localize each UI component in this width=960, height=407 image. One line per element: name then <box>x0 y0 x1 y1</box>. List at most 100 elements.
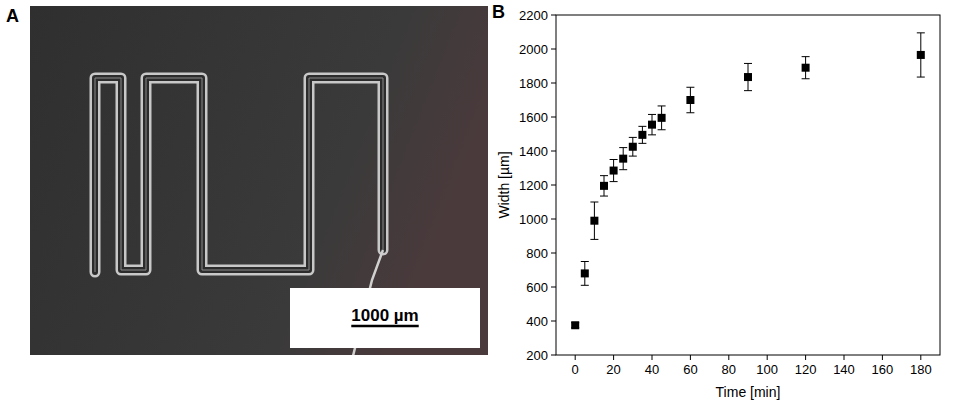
data-point <box>619 155 627 163</box>
x-tick-label: 80 <box>722 362 736 377</box>
y-axis-title: Width [µm] <box>496 151 512 218</box>
y-tick <box>551 15 556 16</box>
photo-background <box>30 6 488 355</box>
data-point <box>590 217 598 225</box>
data-point <box>571 321 579 329</box>
error-bar <box>610 160 618 182</box>
error-bar <box>744 63 752 90</box>
data-group <box>571 33 925 329</box>
x-tick <box>805 355 806 360</box>
y-tick-label: 400 <box>526 314 548 329</box>
y-tick-label: 600 <box>526 280 548 295</box>
x-tick-label: 140 <box>833 362 855 377</box>
error-bar <box>590 202 598 239</box>
plot-frame <box>556 15 940 355</box>
data-point <box>648 121 656 129</box>
error-bar-cap <box>629 156 637 157</box>
x-tick-label: 20 <box>606 362 620 377</box>
error-bar-cap <box>658 105 666 106</box>
data-point <box>610 167 618 175</box>
error-bar-cap <box>744 63 752 64</box>
error-bar <box>638 126 646 143</box>
x-tick <box>767 355 768 360</box>
error-bar-cap <box>658 129 666 130</box>
y-tick <box>551 151 556 152</box>
error-bar <box>629 137 637 156</box>
y-tick <box>551 185 556 186</box>
panel-label: B <box>492 2 505 22</box>
error-bar-cap <box>686 87 694 88</box>
y-tick-label: 800 <box>526 246 548 261</box>
data-point <box>629 143 637 151</box>
y-tick-label: 1200 <box>519 178 548 193</box>
x-tick <box>728 355 729 360</box>
y-tick <box>551 219 556 220</box>
y-tick <box>551 321 556 322</box>
y-tick-label: 1800 <box>519 76 548 91</box>
x-tick-label: 160 <box>872 362 894 377</box>
error-bar-cap <box>917 32 925 33</box>
y-tick-label: 2200 <box>519 8 548 23</box>
scale-bar-label: 1000 µm <box>351 306 418 325</box>
error-bar-cap <box>581 261 589 262</box>
error-bar-cap <box>648 114 656 115</box>
error-bar-cap <box>590 239 598 240</box>
y-tick <box>551 49 556 50</box>
error-bar-cap <box>638 143 646 144</box>
error-bar-cap <box>610 181 618 182</box>
data-point <box>686 96 694 104</box>
data-point <box>802 64 810 72</box>
data-point <box>638 131 646 139</box>
x-tick-label: 60 <box>683 362 697 377</box>
x-tick <box>920 355 921 360</box>
error-bar <box>648 114 656 134</box>
scale-bar <box>351 325 418 328</box>
x-tick <box>690 355 691 360</box>
y-tick <box>551 355 556 356</box>
error-bar-cap <box>744 90 752 91</box>
panel-label: A <box>6 6 19 26</box>
error-bar-cap <box>802 56 810 57</box>
figure: A1000 µmB0204060801001201401601802004006… <box>0 0 960 407</box>
error-bar-cap <box>610 159 618 160</box>
x-tick-label: 120 <box>795 362 817 377</box>
channel-outer <box>95 78 383 272</box>
y-tick-label: 1600 <box>519 110 548 125</box>
error-bar <box>917 33 925 77</box>
channel-inner <box>95 78 383 272</box>
y-tick <box>551 83 556 84</box>
error-bar <box>600 176 608 196</box>
data-point <box>744 73 752 81</box>
y-tick-label: 2000 <box>519 42 548 57</box>
error-bar-cap <box>629 137 637 138</box>
error-bar <box>619 148 627 170</box>
channel-core <box>95 78 383 272</box>
x-tick-label: 40 <box>645 362 659 377</box>
y-tick-label: 1000 <box>519 212 548 227</box>
error-bar-cap <box>600 196 608 197</box>
error-bar-cap <box>619 147 627 148</box>
error-bar-cap <box>590 202 598 203</box>
data-point <box>658 114 666 122</box>
error-bar-cap <box>581 285 589 286</box>
data-point <box>581 269 589 277</box>
error-bar-cap <box>638 126 646 127</box>
data-point <box>600 182 608 190</box>
error-bar-cap <box>600 175 608 176</box>
y-tick <box>551 253 556 254</box>
x-tick-label: 180 <box>910 362 932 377</box>
x-tick <box>652 355 653 360</box>
error-bar-cap <box>686 112 694 113</box>
error-bar-cap <box>619 169 627 170</box>
x-tick-label: 0 <box>572 362 579 377</box>
y-tick <box>551 287 556 288</box>
error-bar <box>686 87 694 113</box>
scale-bar-box <box>290 288 480 348</box>
error-bar-cap <box>917 77 925 78</box>
error-bar-cap <box>802 78 810 79</box>
y-tick-label: 1400 <box>519 144 548 159</box>
error-bar <box>658 106 666 130</box>
x-tick <box>882 355 883 360</box>
x-axis-title: Time [min] <box>716 384 781 400</box>
y-tick-label: 200 <box>526 348 548 363</box>
